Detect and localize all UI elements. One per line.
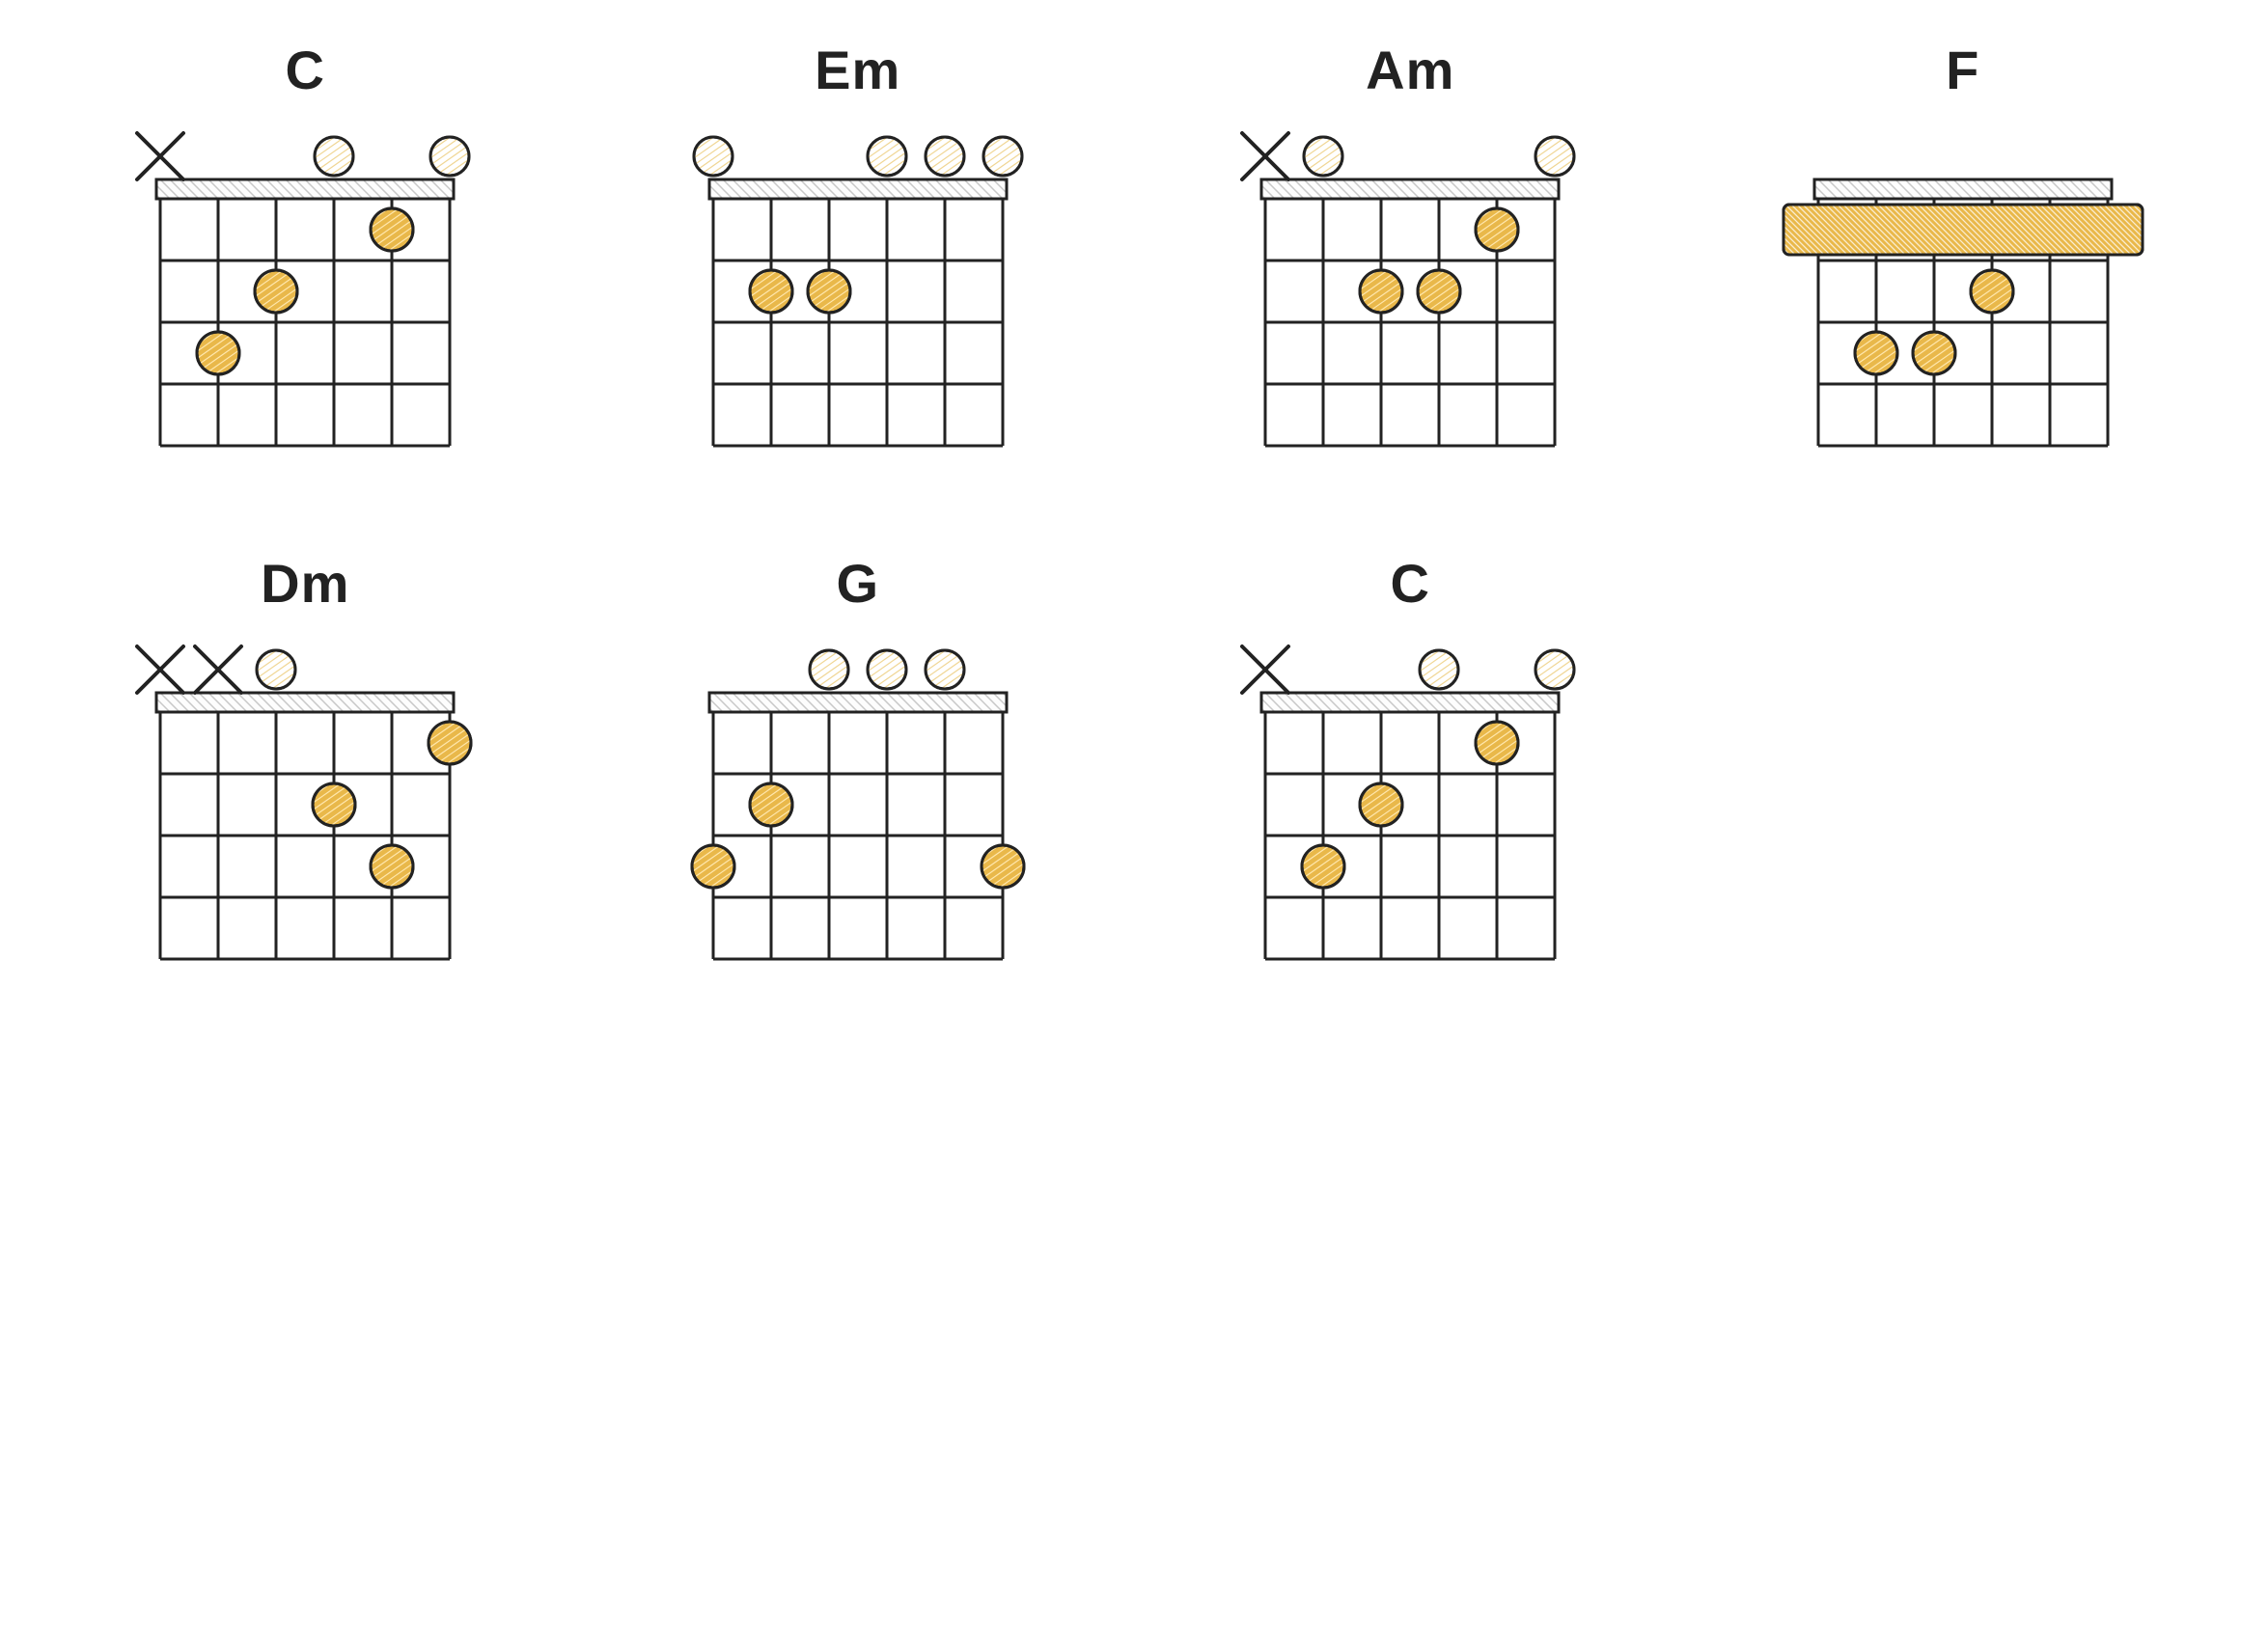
chord-cell: F — [1716, 39, 2211, 465]
chord-name: Em — [815, 39, 900, 100]
chord-name: C — [1391, 552, 1430, 614]
chord-cell: Dm — [58, 552, 553, 978]
chord-sheet: C Em — [58, 39, 2210, 978]
chord-name: F — [1946, 39, 1979, 100]
chord-cell: Em — [611, 39, 1106, 465]
chord-diagram — [1217, 127, 1603, 465]
chord-diagram — [665, 641, 1051, 978]
chord-diagram — [665, 127, 1051, 465]
chord-diagram — [1217, 641, 1603, 978]
chord-name: G — [836, 552, 879, 614]
chord-diagram — [1770, 127, 2156, 465]
chord-name: Am — [1366, 39, 1454, 100]
chord-cell: C — [58, 39, 553, 465]
chord-cell: C — [1163, 552, 1658, 978]
mute-marker — [1242, 646, 1288, 693]
chord-cell: Am — [1163, 39, 1658, 465]
mute-marker — [137, 133, 183, 179]
mute-marker — [195, 646, 241, 693]
mute-marker — [1242, 133, 1288, 179]
chord-name: C — [286, 39, 325, 100]
chord-diagram — [112, 641, 498, 978]
chord-cell: G — [611, 552, 1106, 978]
chord-name: Dm — [261, 552, 349, 614]
chord-diagram — [112, 127, 498, 465]
mute-marker — [137, 646, 183, 693]
